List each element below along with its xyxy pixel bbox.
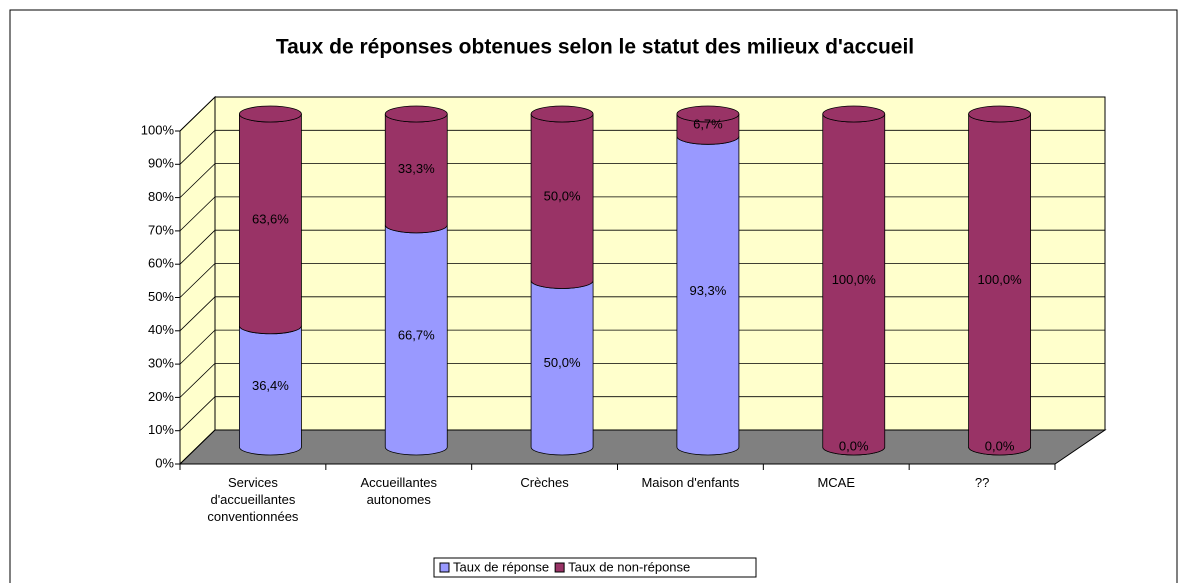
- value-label: 93,3%: [689, 283, 726, 298]
- chart-border: [9, 9, 1178, 583]
- cylinder-top: [968, 105, 1031, 123]
- y-tick-label: 80%: [148, 189, 174, 204]
- grid-line: [179, 96, 1105, 132]
- x-tick-label: Services d'accueillantes conventionnées: [207, 475, 299, 524]
- value-label: 0,0%: [839, 438, 869, 453]
- chart-title: Taux de réponses obtenues selon le statu…: [276, 36, 914, 59]
- y-tick-label: 10%: [148, 422, 174, 437]
- legend-swatch: [554, 562, 565, 573]
- y-tick-label: 40%: [148, 322, 174, 337]
- legend-box: [433, 557, 757, 578]
- legend-label: Taux de non-réponse: [568, 559, 690, 574]
- x-tick-label: MCAE: [817, 475, 856, 490]
- grid-line: [179, 329, 1105, 365]
- grid-line: [179, 396, 1105, 431]
- floor: [178, 429, 1107, 465]
- value-label: 50,0%: [544, 189, 581, 204]
- x-tick-label: ??: [974, 475, 990, 490]
- value-label: 63,6%: [252, 211, 289, 226]
- value-label: 33,3%: [398, 161, 435, 176]
- value-label: 66,7%: [398, 327, 435, 342]
- grid-line: [179, 296, 1105, 332]
- legend-label: Taux de réponse: [453, 559, 549, 574]
- grid-line: [179, 163, 1105, 198]
- y-tick-label: 100%: [141, 122, 175, 137]
- cylinder-top: [530, 105, 594, 123]
- y-tick-label: 50%: [148, 289, 174, 304]
- value-label: 36,4%: [252, 378, 289, 393]
- x-tick-label: Maison d'enfants: [641, 475, 740, 490]
- y-tick-label: 90%: [148, 156, 174, 171]
- cylinder-top: [239, 105, 302, 123]
- y-tick-label: 60%: [148, 256, 174, 271]
- legend-swatch: [439, 562, 450, 573]
- grid-line: [179, 129, 1105, 165]
- cylinder-top: [676, 105, 740, 123]
- y-tick-label: 30%: [148, 356, 174, 371]
- x-tick-label: Accueillantes autonomes: [360, 475, 438, 507]
- cylinder-top: [384, 105, 448, 123]
- y-tick-label: 0%: [155, 455, 174, 470]
- y-tick-label: 20%: [148, 389, 174, 404]
- value-label: 6,7%: [693, 117, 723, 132]
- x-tick-label: Crèches: [520, 475, 569, 490]
- value-label: 100,0%: [978, 272, 1023, 287]
- value-label: 100,0%: [832, 272, 877, 287]
- grid-line: [179, 263, 1105, 298]
- grid-line: [179, 363, 1105, 398]
- value-label: 50,0%: [544, 355, 581, 370]
- grid-line: [179, 429, 1105, 465]
- grid-line: [179, 196, 1105, 232]
- value-label: 0,0%: [985, 438, 1015, 453]
- y-tick-label: 70%: [148, 222, 174, 237]
- cylinder-top: [822, 105, 886, 123]
- grid-line: [179, 229, 1105, 265]
